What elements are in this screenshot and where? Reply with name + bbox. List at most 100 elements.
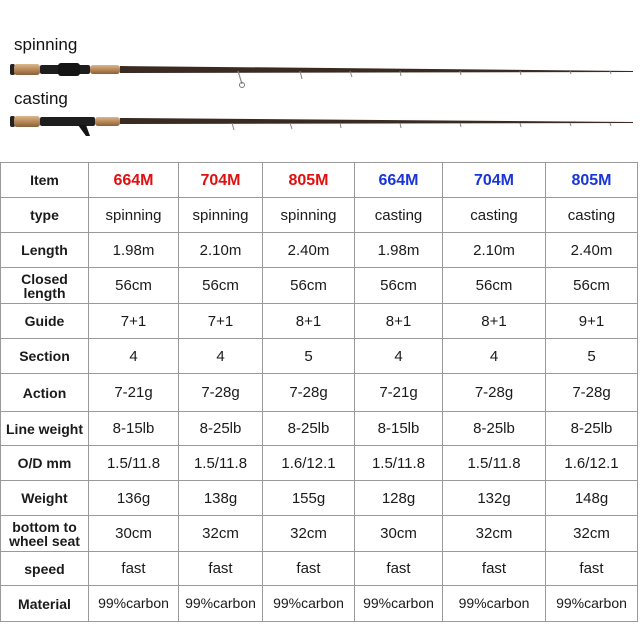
table-cell: 8-15lb <box>354 411 443 446</box>
table-cell: spinning <box>88 197 179 233</box>
table-cell: fast <box>262 551 355 586</box>
table-cell: 32cm <box>442 515 546 552</box>
table-row: Guide 7+1 7+1 8+1 8+1 8+1 9+1 <box>0 303 638 339</box>
table-cell: 128g <box>354 480 443 516</box>
table-row: O/D mm 1.5/11.8 1.5/11.8 1.6/12.1 1.5/11.8 1.… <box>0 445 638 481</box>
model-header: 664M <box>88 162 179 198</box>
table-cell: 7-28g <box>178 373 263 412</box>
table-cell: 8-25lb <box>262 411 355 446</box>
table-cell: 7-21g <box>88 373 179 412</box>
table-row: Length 1.98m 2.10m 2.40m 1.98m 2.10m 2.40m <box>0 232 638 268</box>
table-row: Section 4 4 5 4 4 5 <box>0 338 638 374</box>
table-cell: fast <box>442 551 546 586</box>
table-cell: 8+1 <box>262 303 355 339</box>
table-cell: 155g <box>262 480 355 516</box>
table-cell: fast <box>88 551 179 586</box>
table-cell: 5 <box>262 338 355 374</box>
table-cell: 2.10m <box>178 232 263 268</box>
table-row: Closed length 56cm 56cm 56cm 56cm 56cm 56cm <box>0 267 638 304</box>
table-cell: fast <box>545 551 638 586</box>
row-label: Weight <box>0 480 89 516</box>
row-label: type <box>0 197 89 233</box>
table-cell: 56cm <box>442 267 546 304</box>
table-cell: 99%carbon <box>354 585 443 622</box>
table-cell: 56cm <box>88 267 179 304</box>
table-cell: 1.5/11.8 <box>354 445 443 481</box>
table-cell: 7-21g <box>354 373 443 412</box>
table-row: type spinning spinning spinning casting casti… <box>0 197 638 233</box>
table-cell: 8-25lb <box>545 411 638 446</box>
table-cell: spinning <box>262 197 355 233</box>
spec-table-body: Item 664M 704M 805M 664M 704M 805M type s… <box>0 162 638 622</box>
table-cell: 4 <box>442 338 546 374</box>
table-cell: 2.40m <box>262 232 355 268</box>
table-row: bottom to wheel seat 30cm 32cm 32cm 30cm 32cm… <box>0 515 638 552</box>
table-cell: fast <box>354 551 443 586</box>
table-cell: 4 <box>354 338 443 374</box>
table-cell: 4 <box>88 338 179 374</box>
header-item: Item <box>0 162 89 198</box>
row-label: bottom to wheel seat <box>0 515 89 552</box>
table-cell: 1.98m <box>354 232 443 268</box>
table-cell: 56cm <box>262 267 355 304</box>
model-header: 664M <box>354 162 443 198</box>
table-cell: fast <box>178 551 263 586</box>
row-label: Action <box>0 373 89 412</box>
casting-label: casting <box>14 89 68 108</box>
table-cell: 2.40m <box>545 232 638 268</box>
table-cell: 56cm <box>178 267 263 304</box>
table-cell: 30cm <box>88 515 179 552</box>
table-cell: 1.5/11.8 <box>442 445 546 481</box>
table-cell: 99%carbon <box>442 585 546 622</box>
table-cell: casting <box>545 197 638 233</box>
table-cell: casting <box>354 197 443 233</box>
table-cell: 56cm <box>545 267 638 304</box>
row-label: Section <box>0 338 89 374</box>
table-cell: 7-28g <box>442 373 546 412</box>
table-cell: 8-15lb <box>88 411 179 446</box>
table-cell: 1.98m <box>88 232 179 268</box>
table-cell: 5 <box>545 338 638 374</box>
table-cell: 1.6/12.1 <box>545 445 638 481</box>
row-label: Material <box>0 585 89 622</box>
table-cell: 7-28g <box>262 373 355 412</box>
table-cell: 8+1 <box>354 303 443 339</box>
row-label: O/D mm <box>0 445 89 481</box>
table-header-row: Item 664M 704M 805M 664M 704M 805M <box>0 162 638 198</box>
table-cell: 1.6/12.1 <box>262 445 355 481</box>
table-cell: 1.5/11.8 <box>88 445 179 481</box>
table-cell: 8-25lb <box>442 411 546 446</box>
table-cell: 9+1 <box>545 303 638 339</box>
table-cell: spinning <box>178 197 263 233</box>
row-label: Line weight <box>0 411 89 446</box>
table-cell: 8-25lb <box>178 411 263 446</box>
spinning-rod-image <box>10 63 633 88</box>
table-cell: 32cm <box>178 515 263 552</box>
table-cell: 132g <box>442 480 546 516</box>
table-cell: 138g <box>178 480 263 516</box>
table-row: speed fast fast fast fast fast fast <box>0 551 638 586</box>
model-header: 805M <box>545 162 638 198</box>
table-cell: 1.5/11.8 <box>178 445 263 481</box>
table-cell: 7-28g <box>545 373 638 412</box>
model-header: 805M <box>262 162 355 198</box>
model-header: 704M <box>442 162 546 198</box>
row-label: Closed length <box>0 267 89 304</box>
row-label: speed <box>0 551 89 586</box>
model-header: 704M <box>178 162 263 198</box>
table-cell: 7+1 <box>178 303 263 339</box>
table-cell: 99%carbon <box>262 585 355 622</box>
table-row: Weight 136g 138g 155g 128g 132g 148g <box>0 480 638 516</box>
table-cell: 56cm <box>354 267 443 304</box>
table-cell: 148g <box>545 480 638 516</box>
table-cell: 7+1 <box>88 303 179 339</box>
table-cell: 99%carbon <box>88 585 179 622</box>
casting-rod-image <box>10 116 633 136</box>
spec-table: Item 664M 704M 805M 664M 704M 805M type s… <box>0 162 638 622</box>
table-row: Material 99%carbon 99%carbon 99%carbon 99%ca… <box>0 585 638 622</box>
table-cell: 8+1 <box>442 303 546 339</box>
table-cell: 32cm <box>262 515 355 552</box>
row-label: Length <box>0 232 89 268</box>
row-label: Guide <box>0 303 89 339</box>
table-cell: casting <box>442 197 546 233</box>
